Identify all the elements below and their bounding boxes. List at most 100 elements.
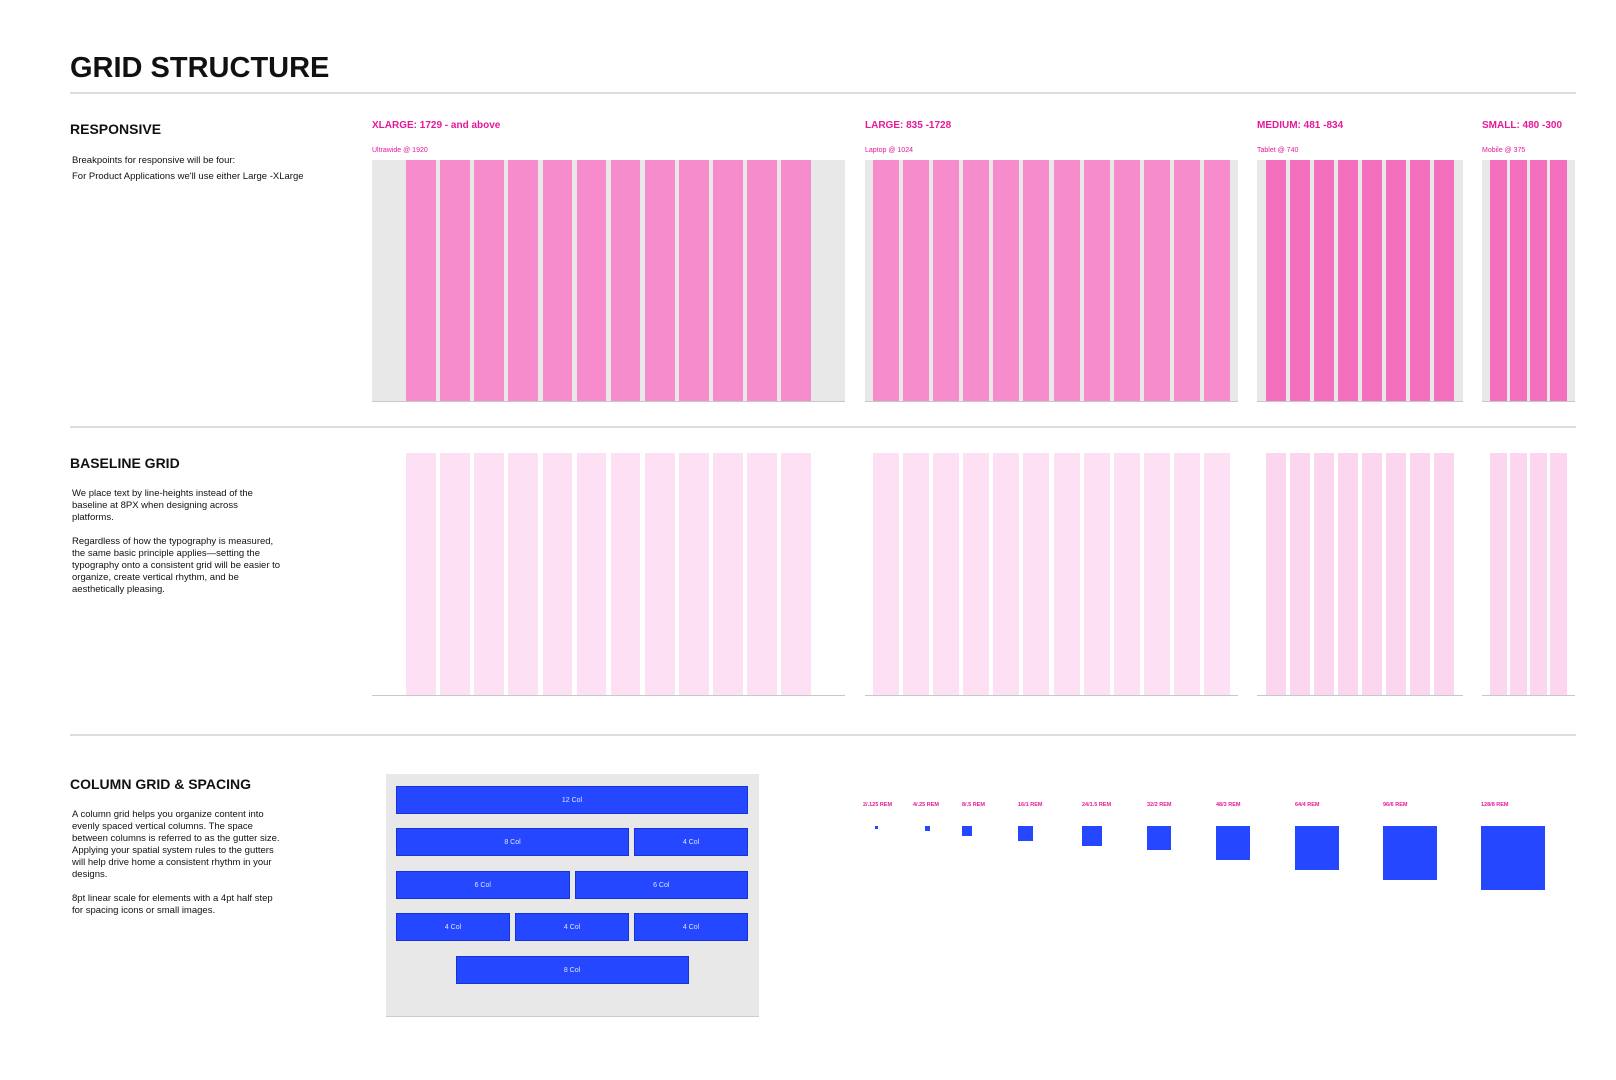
column-block: 4 Col (396, 913, 510, 941)
grid-column (873, 160, 900, 401)
baseline-column (576, 453, 607, 695)
grid-column (440, 160, 470, 401)
baseline-column (1023, 453, 1050, 695)
baseline-column (1314, 453, 1334, 695)
grid-column (993, 160, 1020, 401)
grid-column (963, 160, 990, 401)
breakpoint-label: MEDIUM: 481 -834 (1257, 120, 1344, 131)
grid-column (713, 160, 743, 401)
column-block: 6 Col (396, 871, 570, 899)
grid-column (1338, 160, 1358, 401)
grid-column (933, 160, 960, 401)
breakpoint-label: LARGE: 835 -1728 (865, 120, 952, 131)
column-block: 4 Col (634, 913, 748, 941)
grid-column (1434, 160, 1454, 401)
breakpoint-label: XLARGE: 1729 - and above (372, 120, 501, 131)
baseline-column (963, 453, 990, 695)
baseline-column (1143, 453, 1170, 695)
baseline-column (1410, 453, 1430, 695)
grid-column (1266, 160, 1286, 401)
spacing-label: 64/4 REM (1295, 802, 1320, 808)
spacing-square (962, 826, 972, 836)
baseline-column (1338, 453, 1358, 695)
spacing-label: 2/.125 REM (863, 802, 893, 808)
paragraph: Regardless of how the typography is meas… (72, 536, 281, 595)
spacing-label: 24/1.5 REM (1082, 802, 1112, 808)
grid-column (644, 160, 675, 401)
grid-column (679, 160, 709, 401)
baseline-column (1173, 453, 1200, 695)
device-label: Laptop @ 1024 (865, 147, 913, 154)
grid-column (1510, 160, 1527, 401)
grid-column (1314, 160, 1334, 401)
grid-column (474, 160, 504, 401)
column-block: 6 Col (574, 871, 748, 899)
spacing-label: 96/6 REM (1383, 802, 1408, 808)
grid-column (406, 160, 436, 401)
breakpoint-label: SMALL: 480 -300 (1482, 120, 1563, 131)
grid-column (1550, 160, 1567, 401)
spacing-label: 128/8 REM (1481, 802, 1509, 808)
baseline-column (1510, 453, 1527, 695)
spacing-square (1383, 826, 1437, 880)
spacing-label: 32/2 REM (1147, 802, 1172, 808)
grid-column (1530, 160, 1547, 401)
divider (70, 92, 1576, 94)
baseline-column (1083, 453, 1110, 695)
baseline-column (610, 453, 641, 695)
section-text: We place text by line-heights instead of… (72, 488, 282, 608)
spacing-label: 48/3 REM (1216, 802, 1241, 808)
divider (70, 734, 1576, 736)
baseline-column (406, 453, 436, 695)
baseline-column (508, 453, 538, 695)
baseline-column (903, 453, 930, 695)
paragraph: We place text by line-heights instead of… (72, 488, 253, 523)
grid-column (903, 160, 930, 401)
spacing-square (875, 826, 878, 829)
baseline-panel (1257, 453, 1463, 696)
spacing-label: 16/1 REM (1018, 802, 1043, 808)
spacing-square (925, 826, 930, 831)
spacing-label: 8/.5 REM (962, 802, 985, 808)
baseline-column (1053, 453, 1080, 695)
baseline-column (1362, 453, 1382, 695)
device-label: Mobile @ 375 (1482, 147, 1526, 154)
baseline-column (781, 453, 811, 695)
column-block: 4 Col (515, 913, 629, 941)
baseline-column (1266, 453, 1286, 695)
column-block: 8 Col (455, 956, 689, 984)
grid-column (1490, 160, 1507, 401)
section-heading: BASELINE GRID (70, 455, 180, 471)
grid-column (1410, 160, 1430, 401)
baseline-column (1203, 453, 1230, 695)
spacing-square (1216, 826, 1250, 860)
paragraph: A column grid helps you organize content… (72, 809, 280, 880)
grid-column (1386, 160, 1406, 401)
device-label: Ultrawide @ 1920 (372, 147, 428, 154)
baseline-column (679, 453, 709, 695)
baseline-column (1113, 453, 1140, 695)
breakpoint-panel (1257, 160, 1463, 402)
grid-column (1023, 160, 1050, 401)
grid-column (781, 160, 811, 401)
spacing-label: 4/.25 REM (913, 802, 939, 808)
grid-column (1173, 160, 1200, 401)
grid-column (747, 160, 777, 401)
baseline-column (1386, 453, 1406, 695)
grid-column (1143, 160, 1170, 401)
baseline-column (1290, 453, 1310, 695)
baseline-column (644, 453, 675, 695)
grid-column (1113, 160, 1140, 401)
baseline-column (474, 453, 504, 695)
column-block: 12 Col (396, 786, 748, 814)
column-block: 4 Col (634, 828, 748, 856)
baseline-column (440, 453, 470, 695)
paragraph: Breakpoints for responsive will be four: (72, 155, 236, 166)
section-text: A column grid helps you organize content… (72, 809, 282, 929)
grid-column (508, 160, 538, 401)
baseline-column (713, 453, 743, 695)
spacing-square (1082, 826, 1102, 846)
page-title: GRID STRUCTURE (70, 52, 330, 84)
grid-column (610, 160, 641, 401)
